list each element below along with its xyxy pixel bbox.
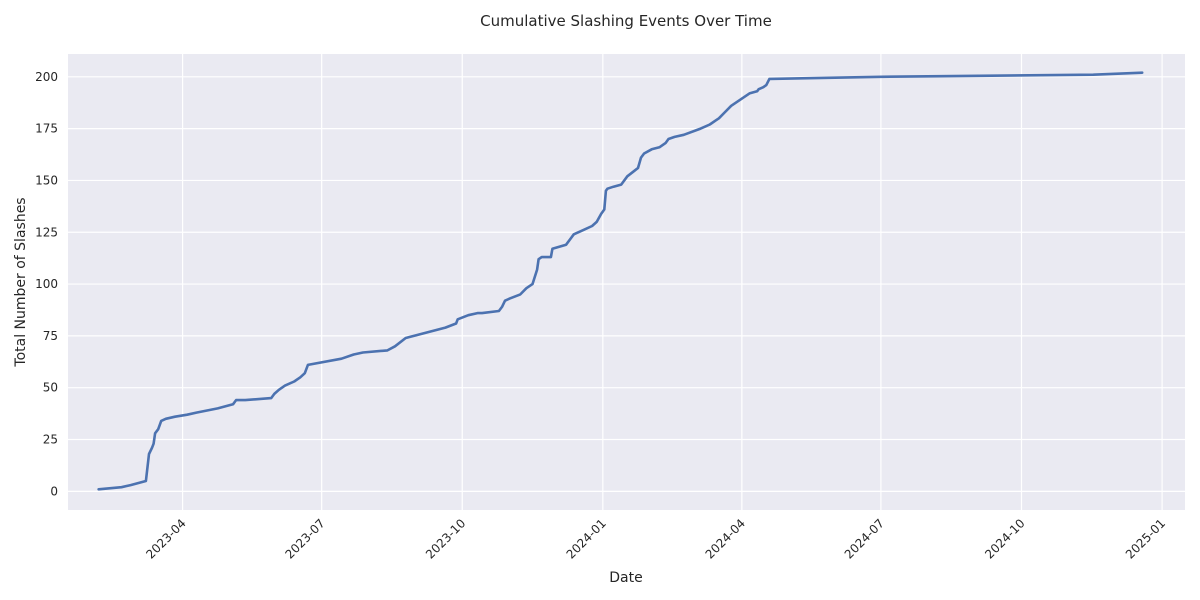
x-tick-label: 2024-07 [842, 516, 887, 561]
y-axis-label: Total Number of Slashes [13, 197, 29, 367]
chart-title: Cumulative Slashing Events Over Time [480, 12, 772, 30]
y-tick-label: 25 [43, 433, 58, 447]
plot-background [68, 54, 1185, 510]
y-tick-label: 0 [50, 484, 58, 498]
x-tick-label: 2025-01 [1123, 516, 1168, 561]
x-tick-label: 2023-10 [423, 516, 468, 561]
y-tick-label: 75 [43, 329, 58, 343]
y-tick-label: 100 [35, 277, 58, 291]
x-tick-label: 2024-01 [564, 516, 609, 561]
y-tick-label: 125 [35, 225, 58, 239]
grid-lines [68, 54, 1185, 510]
x-tick-label: 2023-04 [143, 516, 188, 561]
x-tick-label: 2023-07 [282, 516, 327, 561]
series-line [97, 71, 1144, 491]
y-tick-label: 50 [43, 381, 58, 395]
y-tick-label: 150 [35, 173, 58, 187]
y-axis: 0 25 50 75 100 125 150 175 200 [35, 70, 58, 499]
x-axis: 2023-04 2023-07 2023-10 2024-01 2024-04 2024-… [143, 516, 1168, 561]
y-tick-label: 175 [35, 122, 58, 136]
x-tick-label: 2024-04 [703, 516, 748, 561]
x-tick-label: 2024-10 [982, 516, 1027, 561]
x-axis-label: Date [609, 570, 642, 586]
y-tick-label: 200 [35, 70, 58, 84]
